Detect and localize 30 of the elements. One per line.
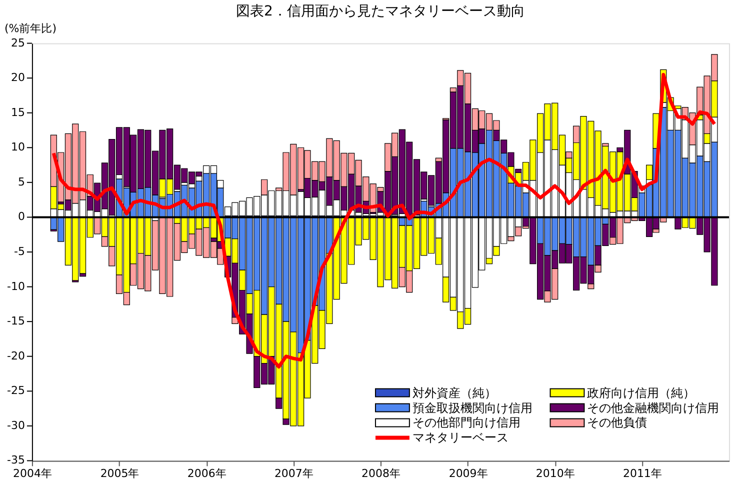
x-tick-label: 2005年 xyxy=(100,467,140,480)
y-axis-title: (%前年比) xyxy=(4,22,56,35)
legend-label: その他金融機関向け信用 xyxy=(587,400,720,415)
y-tick-label: -30 xyxy=(7,418,25,432)
x-tick-label: 2010年 xyxy=(536,467,575,480)
x-tick-label: 2006年 xyxy=(187,467,226,480)
chart-title: 図表2．信用面から見たマネタリーベース動向 xyxy=(236,3,525,20)
y-tick-label: 10 xyxy=(10,140,25,154)
x-tick-label: 2004年 xyxy=(12,467,52,480)
x-tick-label: 2007年 xyxy=(274,467,314,480)
y-tick-label: -15 xyxy=(7,314,25,328)
x-tick-label: 2009年 xyxy=(448,467,488,480)
legend-label: マネタリーベース xyxy=(412,430,508,445)
legend-label: その他部門向け信用 xyxy=(412,416,520,430)
y-tick-label: 0 xyxy=(18,210,25,224)
y-tick-label: -20 xyxy=(7,349,25,362)
y-tick-label: -10 xyxy=(7,280,25,293)
y-tick-label: -25 xyxy=(7,384,25,398)
y-tick-label: -35 xyxy=(7,454,25,467)
y-tick-label: 5 xyxy=(18,175,25,188)
y-tick-label: -5 xyxy=(14,244,25,258)
legend-label: 預金取扱機関向け信用 xyxy=(412,400,532,415)
legend-label: その他負債 xyxy=(587,416,648,430)
y-tick-label: 20 xyxy=(10,71,25,84)
x-tick-label: 2011年 xyxy=(622,467,662,480)
y-tick-label: 15 xyxy=(10,106,25,119)
legend-label: 対外資産（純） xyxy=(412,386,496,400)
y-tick-label: 25 xyxy=(10,36,25,50)
legend-label: 政府向け信用（純） xyxy=(587,386,696,400)
x-tick-label: 2008年 xyxy=(362,467,400,480)
